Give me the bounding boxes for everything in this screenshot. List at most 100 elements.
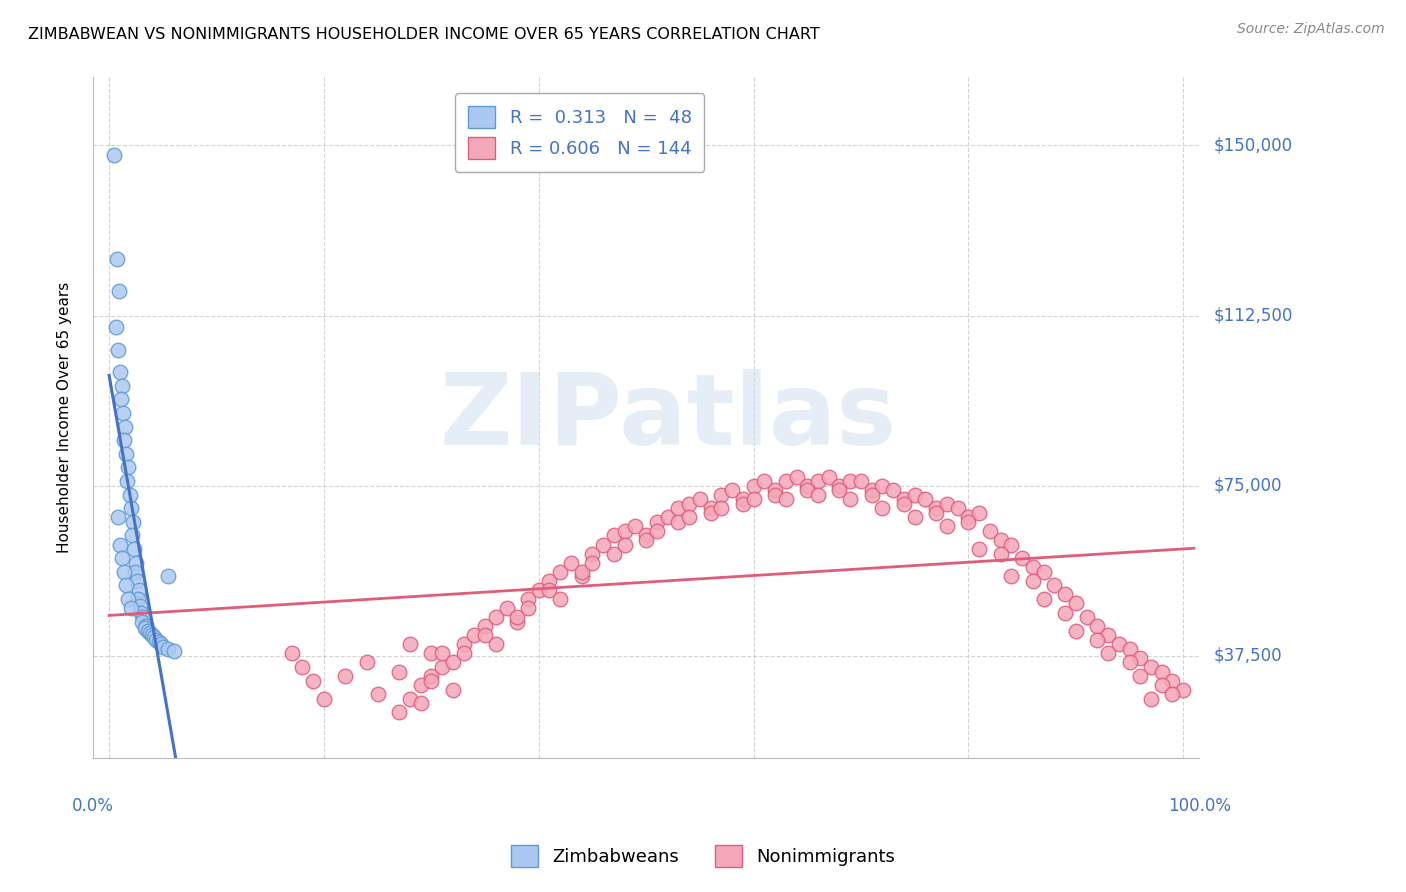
Point [990,533,1012,547]
Point [474,628,496,642]
Point [796,483,818,497]
Point [1118,641,1140,656]
Point [111,551,134,566]
Point [872,478,894,492]
Point [689,492,711,507]
Point [108,365,131,379]
Point [302,673,325,688]
Point [453,646,475,660]
Point [893,492,915,507]
Point [678,497,700,511]
Point [148,635,170,649]
Point [603,528,626,542]
Point [967,542,990,557]
Point [453,637,475,651]
Point [699,501,721,516]
Point [581,547,603,561]
Point [112,434,135,448]
Point [613,524,636,538]
Point [430,660,453,674]
Point [441,656,464,670]
Point [592,537,614,551]
Point [157,569,180,583]
Point [872,501,894,516]
Point [645,524,668,538]
Point [149,637,172,651]
Point [914,492,936,507]
Point [157,641,180,656]
Point [485,610,508,624]
Point [624,519,647,533]
Point [121,515,143,529]
Point [143,631,166,645]
Point [474,619,496,633]
Legend: R =  0.313   N =  48, R = 0.606   N = 144: R = 0.313 N = 48, R = 0.606 N = 144 [456,94,704,171]
Point [775,492,797,507]
Point [517,601,540,615]
Point [710,488,733,502]
Point [117,460,139,475]
Point [860,483,883,497]
Point [115,447,138,461]
Point [839,492,862,507]
Point [120,501,142,516]
Point [132,610,155,624]
Point [849,474,872,488]
Point [1032,591,1054,606]
Point [463,628,485,642]
Point [1076,610,1098,624]
Point [603,547,626,561]
Point [517,591,540,606]
Point [131,615,153,629]
Point [1054,606,1077,620]
Point [1150,678,1173,692]
Point [162,644,184,658]
Point [420,673,443,688]
Point [122,542,145,557]
Text: $75,000: $75,000 [1213,476,1282,494]
Point [1150,665,1173,679]
Point [107,510,129,524]
Point [925,506,948,520]
Point [1000,569,1022,583]
Point [538,574,561,588]
Point [110,392,132,407]
Point [560,556,582,570]
Point [828,483,851,497]
Point [548,565,571,579]
Point [657,510,679,524]
Point [763,483,786,497]
Point [1085,619,1108,633]
Legend: Zimbabweans, Nonimmigrants: Zimbabweans, Nonimmigrants [503,838,903,874]
Point [1085,632,1108,647]
Point [946,501,969,516]
Point [1129,669,1152,683]
Text: 0.0%: 0.0% [72,797,114,814]
Point [495,601,517,615]
Point [420,669,443,683]
Point [1000,537,1022,551]
Point [139,626,162,640]
Point [807,474,830,488]
Point [571,565,593,579]
Point [152,640,174,654]
Point [145,632,167,647]
Point [666,515,689,529]
Point [742,478,765,492]
Point [129,599,152,613]
Point [904,510,927,524]
Point [335,669,357,683]
Point [356,656,378,670]
Point [131,606,153,620]
Point [990,547,1012,561]
Point [754,474,776,488]
Point [666,501,689,516]
Text: $150,000: $150,000 [1213,136,1292,154]
Point [1140,660,1163,674]
Point [1064,624,1087,638]
Point [645,515,668,529]
Point [1129,651,1152,665]
Point [710,501,733,516]
Point [114,419,136,434]
Point [1043,578,1066,592]
